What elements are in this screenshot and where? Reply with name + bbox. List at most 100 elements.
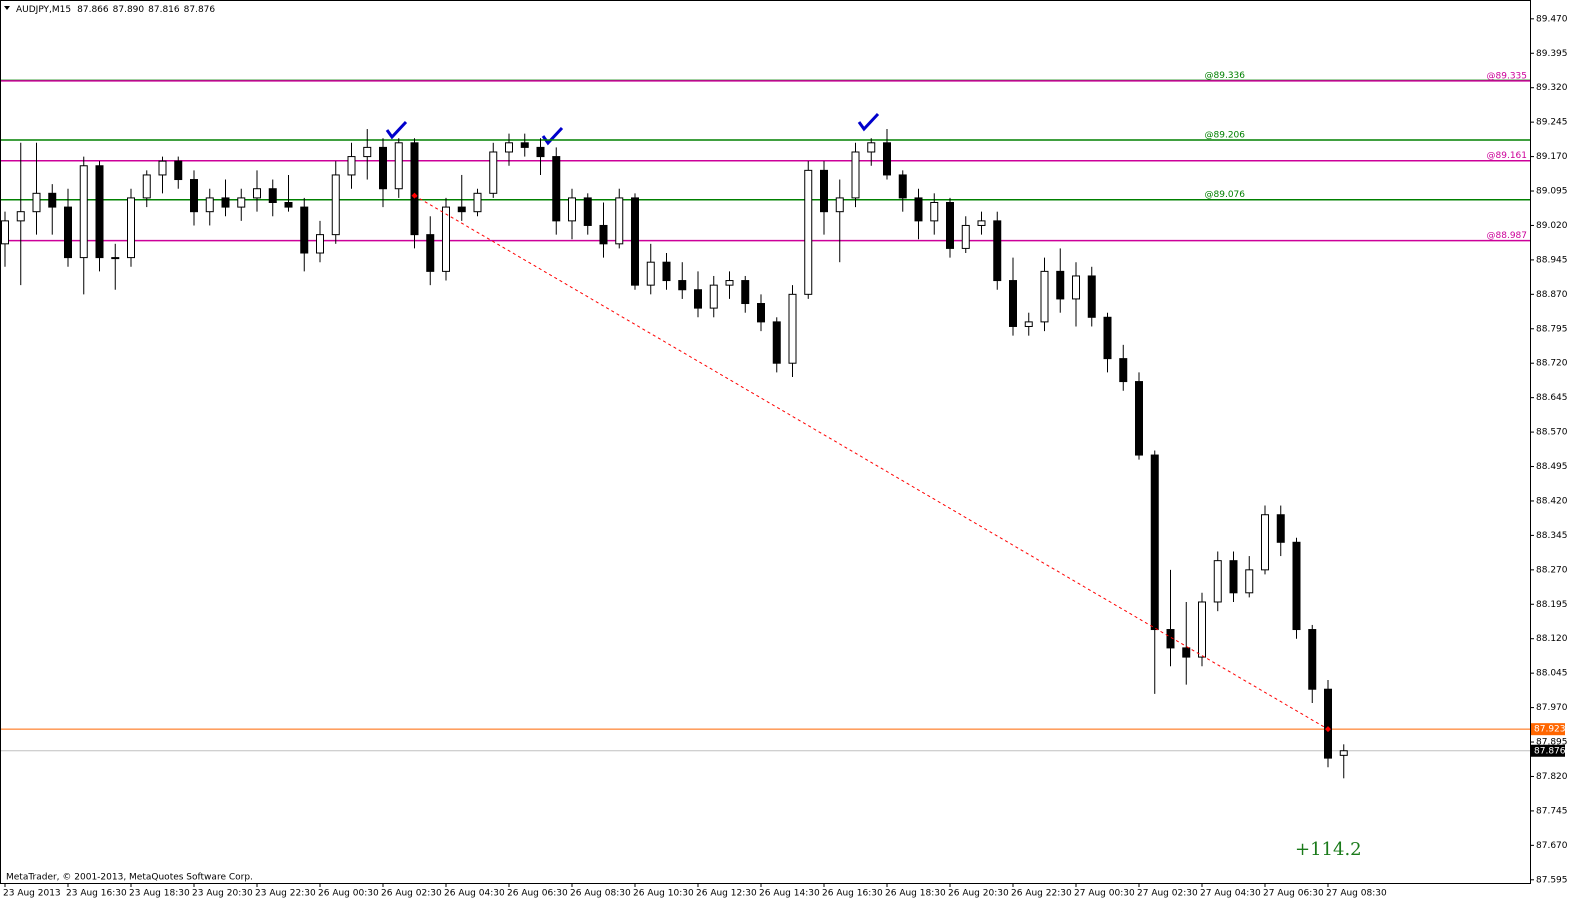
- candle-body: [221, 197, 230, 208]
- candle-body: [694, 289, 702, 309]
- y-tick-label: 87.745: [1536, 806, 1568, 816]
- y-tick-label: 89.245: [1536, 118, 1568, 128]
- level-label: @89.076: [1205, 190, 1246, 200]
- y-tick-label: 88.195: [1536, 600, 1568, 610]
- candle-body: [426, 234, 435, 272]
- x-tick-label: 27 Aug 00:30: [1074, 889, 1135, 899]
- candle-body: [835, 197, 844, 213]
- x-tick-label: 27 Aug 06:30: [1263, 889, 1324, 899]
- alert-label-box: [1531, 723, 1565, 736]
- candle-body: [1150, 454, 1159, 631]
- candle-body: [678, 280, 687, 291]
- candle-body: [205, 197, 214, 213]
- candle-body: [1056, 270, 1065, 300]
- copyright: MetaTrader, © 2001-2013, MetaQuotes Soft…: [6, 873, 253, 883]
- y-tick-label: 88.345: [1536, 531, 1568, 541]
- candle-body: [331, 174, 340, 236]
- x-tick-label: 23 Aug 18:30: [129, 889, 190, 899]
- candle-body: [316, 234, 324, 254]
- candle-body: [1245, 569, 1254, 594]
- candle-body: [1276, 514, 1285, 543]
- x-tick-label: 27 Aug 08:30: [1326, 889, 1387, 899]
- candle-body: [1087, 275, 1096, 318]
- y-tick-label: 89.020: [1536, 221, 1568, 231]
- candle-body: [1308, 629, 1317, 690]
- candle-body: [1, 220, 9, 245]
- y-tick-label: 87.595: [1536, 875, 1568, 885]
- level-label: @89.206: [1205, 131, 1246, 141]
- check-mark: [385, 120, 408, 140]
- x-tick-label: 26 Aug 18:30: [885, 889, 946, 899]
- candle-body: [410, 142, 419, 236]
- candle-body: [851, 151, 860, 199]
- candle-body: [442, 206, 450, 272]
- candle-body: [883, 142, 891, 176]
- candle-body: [268, 188, 277, 203]
- candle-body: [741, 280, 750, 305]
- candle-body: [64, 206, 72, 259]
- y-tick-label: 89.320: [1536, 83, 1568, 93]
- candle-body: [16, 211, 25, 222]
- y-tick-label: 88.795: [1536, 324, 1568, 334]
- header-low: 87.816: [148, 5, 180, 15]
- x-tick-label: 27 Aug 04:30: [1200, 889, 1261, 899]
- y-tick-label: 87.670: [1536, 841, 1568, 851]
- candle-body: [347, 156, 356, 176]
- candle-body: [757, 303, 765, 323]
- candle-body: [993, 220, 1002, 282]
- candle-body: [1103, 316, 1112, 360]
- x-tick-label: 26 Aug 10:30: [633, 889, 694, 899]
- x-tick-label: 27 Aug 02:30: [1137, 889, 1198, 899]
- y-tick-label: 87.895: [1536, 738, 1568, 748]
- candle-body: [1024, 321, 1033, 327]
- header-close: 87.876: [184, 5, 216, 15]
- x-tick-label: 26 Aug 20:30: [948, 889, 1009, 899]
- candle-body: [520, 142, 529, 148]
- candle-body: [237, 197, 246, 208]
- candle-body: [1339, 750, 1348, 756]
- candle-body: [111, 257, 120, 260]
- candle-body: [142, 174, 151, 199]
- x-tick-label: 26 Aug 12:30: [696, 889, 757, 899]
- candle-body: [473, 192, 482, 213]
- candle-body: [615, 197, 624, 245]
- candle-body: [394, 142, 403, 190]
- check-mark: [857, 112, 880, 132]
- y-tick-label: 88.945: [1536, 255, 1568, 265]
- check-mark: [541, 126, 564, 146]
- symbol: AUDJPY,M15: [16, 5, 71, 15]
- candle-body: [79, 165, 88, 259]
- candle-body: [363, 146, 372, 158]
- candle-body: [457, 206, 466, 213]
- x-tick-label: 26 Aug 08:30: [570, 889, 631, 899]
- candle-body: [977, 220, 986, 226]
- trend-line: [414, 195, 1329, 730]
- candle-body: [1040, 270, 1049, 323]
- candle-body: [898, 174, 907, 199]
- menu-arrow[interactable]: [4, 6, 10, 10]
- y-tick-label: 88.645: [1536, 393, 1568, 403]
- x-tick-label: 26 Aug 00:30: [318, 889, 379, 899]
- candle-body: [820, 169, 828, 213]
- candle-body: [127, 197, 135, 259]
- candle-body: [725, 280, 734, 286]
- candle-body: [1135, 381, 1143, 456]
- candle-body: [1229, 560, 1238, 594]
- candle-body: [158, 160, 167, 176]
- trend-anchor: [411, 192, 418, 199]
- candle-body: [48, 192, 57, 208]
- header: AUDJPY,M15 87.866 87.890 87.816 87.876: [16, 5, 215, 15]
- x-tick-label: 26 Aug 02:30: [381, 889, 442, 899]
- y-tick-label: 89.170: [1536, 152, 1568, 162]
- y-tick-label: 88.870: [1536, 290, 1568, 300]
- candle-body: [1119, 358, 1128, 383]
- trend-anchor: [1325, 726, 1331, 733]
- y-tick-label: 89.470: [1536, 14, 1568, 24]
- bid-label-box: [1531, 744, 1565, 757]
- candle-body: [190, 179, 198, 213]
- candle-body: [1166, 629, 1175, 649]
- y-tick-label: 89.395: [1536, 49, 1568, 59]
- candle-body: [583, 197, 592, 226]
- x-tick-label: 26 Aug 14:30: [759, 889, 820, 899]
